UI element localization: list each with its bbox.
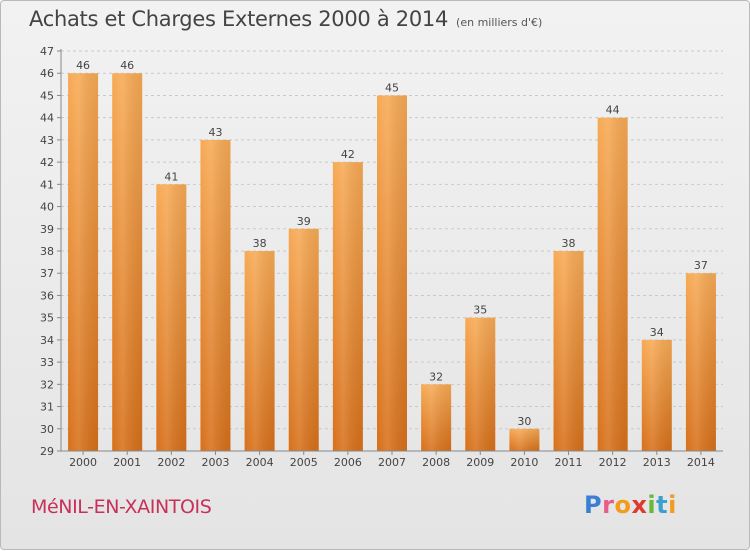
y-tick-label: 38 <box>40 245 54 258</box>
y-tick-label: 31 <box>40 401 54 414</box>
bar-shine <box>685 273 716 451</box>
bar-shine <box>465 317 496 451</box>
chart-title-text: Achats et Charges Externes 2000 à 2014 <box>29 7 449 31</box>
data-label: 30 <box>517 415 531 428</box>
bar-shine <box>244 251 275 451</box>
x-tick-label: 2002 <box>157 456 185 469</box>
y-tick-label: 47 <box>40 45 54 58</box>
bar-shine <box>597 117 628 452</box>
data-label: 42 <box>341 148 355 161</box>
y-tick-label: 44 <box>40 112 54 125</box>
y-axis: 29 30 31 32 33 34 35 36 37 38 39 40 41 42 43 44 45 46 47 <box>40 45 62 458</box>
y-tick-label: 29 <box>40 445 54 458</box>
bars: 46 46 41 43 38 39 42 45 32 35 30 38 44 34 37 <box>68 59 716 452</box>
y-tick-label: 30 <box>40 423 54 436</box>
bar-shine <box>288 228 319 451</box>
data-label: 44 <box>606 104 620 117</box>
x-tick-label: 2008 <box>422 456 450 469</box>
y-tick-label: 46 <box>40 67 54 80</box>
x-tick-label: 2012 <box>599 456 627 469</box>
chart-subtitle: (en milliers d'€) <box>456 16 543 29</box>
x-tick-label: 2003 <box>201 456 229 469</box>
x-axis: 2000 2001 2002 2003 2004 2005 2006 2007 2008 2009… <box>61 450 723 469</box>
y-tick-label: 37 <box>40 267 54 280</box>
data-label: 37 <box>694 259 708 272</box>
x-tick-label: 2000 <box>69 456 97 469</box>
data-label: 39 <box>297 215 311 228</box>
x-tick-label: 2010 <box>510 456 538 469</box>
bar-shine <box>377 95 407 451</box>
y-tick-label: 41 <box>40 178 54 191</box>
data-label: 45 <box>385 81 399 94</box>
bar-shine <box>553 251 584 451</box>
bar-shine <box>68 73 99 451</box>
y-tick-label: 33 <box>40 356 54 369</box>
data-label: 32 <box>429 370 443 383</box>
x-tick-label: 2004 <box>246 456 274 469</box>
x-tick-label: 2005 <box>290 456 318 469</box>
x-tick-label: 2006 <box>334 456 362 469</box>
y-tick-label: 34 <box>40 334 54 347</box>
y-tick-label: 42 <box>40 156 54 169</box>
x-tick-label: 2001 <box>113 456 141 469</box>
data-label: 46 <box>76 59 90 72</box>
y-tick-label: 32 <box>40 378 54 391</box>
bar-shine <box>509 428 540 451</box>
x-tick-label: 2013 <box>643 456 671 469</box>
data-label: 46 <box>120 59 134 72</box>
x-tick-label: 2007 <box>378 456 406 469</box>
proxiti-logo: Proxiti <box>584 491 677 519</box>
y-tick-label: 36 <box>40 289 54 302</box>
x-tick-label: 2011 <box>555 456 583 469</box>
x-tick-label: 2014 <box>687 456 715 469</box>
y-tick-label: 35 <box>40 312 54 325</box>
commune-name: MéNIL-EN-XAINTOIS <box>31 496 212 518</box>
bar-shine <box>156 184 187 452</box>
bar-shine <box>112 73 143 451</box>
data-label: 41 <box>164 170 178 183</box>
y-tick-label: 40 <box>40 201 54 214</box>
bar-shine <box>332 162 363 451</box>
y-tick-label: 43 <box>40 134 54 147</box>
bar-shine <box>421 384 452 451</box>
data-label: 38 <box>562 237 576 250</box>
y-tick-label: 45 <box>40 89 54 102</box>
x-tick-label: 2009 <box>466 456 494 469</box>
bar-shine <box>200 139 231 451</box>
bar-shine <box>641 339 672 451</box>
chart-title: Achats et Charges Externes 2000 à 2014 (e… <box>29 7 542 31</box>
data-label: 38 <box>253 237 267 250</box>
data-label: 43 <box>208 126 222 139</box>
y-tick-label: 39 <box>40 223 54 236</box>
data-label: 34 <box>650 326 664 339</box>
data-label: 35 <box>473 304 487 317</box>
